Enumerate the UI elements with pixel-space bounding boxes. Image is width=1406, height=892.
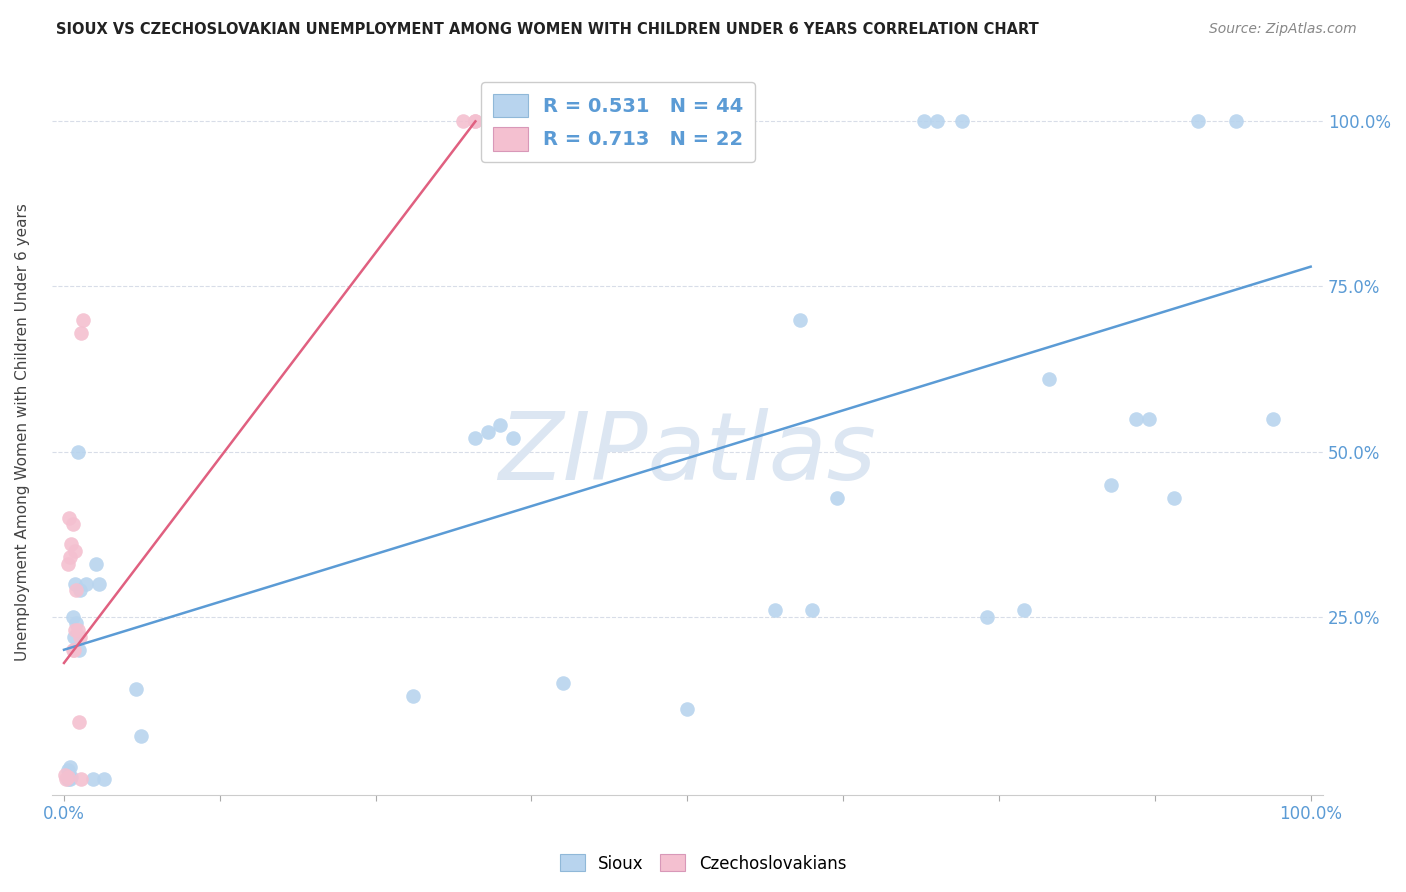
Point: [58, 768, 80, 782]
Point: [502, 431, 524, 445]
Point: [69, 630, 91, 644]
Point: [63, 576, 86, 591]
Point: [75, 576, 97, 591]
Point: [976, 609, 998, 624]
Point: [62, 609, 84, 624]
Point: [59, 772, 82, 786]
Point: [62, 517, 84, 532]
Point: [53, 768, 76, 782]
Point: [402, 689, 425, 703]
Point: [477, 425, 499, 439]
Point: [1263, 411, 1285, 425]
Point: [69, 583, 91, 598]
Point: [1137, 411, 1160, 425]
Text: ZIPatlas: ZIPatlas: [498, 408, 876, 500]
Point: [63, 543, 86, 558]
Point: [464, 114, 486, 128]
Point: [55, 772, 77, 786]
Point: [56, 557, 79, 571]
Point: [63, 642, 86, 657]
Point: [789, 312, 811, 326]
Point: [70, 772, 93, 786]
Point: [70, 326, 93, 340]
Point: [72, 312, 94, 326]
Point: [925, 114, 948, 128]
Point: [1125, 411, 1147, 425]
Legend: Sioux, Czechoslovakians: Sioux, Czechoslovakians: [553, 847, 853, 880]
Point: [1099, 477, 1122, 491]
Point: [60, 537, 83, 551]
Point: [801, 603, 824, 617]
Point: [451, 114, 474, 128]
Point: [489, 418, 512, 433]
Point: [60, 770, 83, 784]
Point: [1163, 491, 1185, 505]
Point: [58, 510, 80, 524]
Point: [129, 729, 152, 743]
Point: [62, 642, 84, 657]
Legend: R = 0.531   N = 44, R = 0.713   N = 22: R = 0.531 N = 44, R = 0.713 N = 22: [481, 82, 755, 162]
Point: [86, 557, 108, 571]
Point: [87, 576, 110, 591]
Point: [763, 603, 786, 617]
Point: [63, 623, 86, 637]
Point: [676, 702, 699, 716]
Point: [551, 675, 574, 690]
Point: [65, 583, 87, 598]
Y-axis label: Unemployment Among Women with Children Under 6 years: Unemployment Among Women with Children U…: [15, 202, 30, 661]
Point: [56, 772, 79, 786]
Point: [1187, 114, 1209, 128]
Point: [59, 550, 82, 565]
Point: [56, 763, 79, 777]
Point: [82, 772, 104, 786]
Point: [67, 642, 90, 657]
Point: [56, 770, 79, 784]
Point: [950, 114, 973, 128]
Point: [825, 491, 848, 505]
Point: [1038, 372, 1060, 386]
Point: [464, 431, 486, 445]
Point: [66, 623, 89, 637]
Point: [912, 114, 935, 128]
Point: [67, 715, 90, 730]
Point: [1012, 603, 1035, 617]
Point: [464, 114, 486, 128]
Point: [1225, 114, 1247, 128]
Point: [93, 772, 115, 786]
Point: [65, 616, 87, 631]
Point: [63, 630, 86, 644]
Point: [66, 444, 89, 458]
Text: Source: ZipAtlas.com: Source: ZipAtlas.com: [1209, 22, 1357, 37]
Point: [59, 760, 82, 774]
Text: SIOUX VS CZECHOSLOVAKIAN UNEMPLOYMENT AMONG WOMEN WITH CHILDREN UNDER 6 YEARS CO: SIOUX VS CZECHOSLOVAKIAN UNEMPLOYMENT AM…: [56, 22, 1039, 37]
Point: [125, 682, 148, 697]
